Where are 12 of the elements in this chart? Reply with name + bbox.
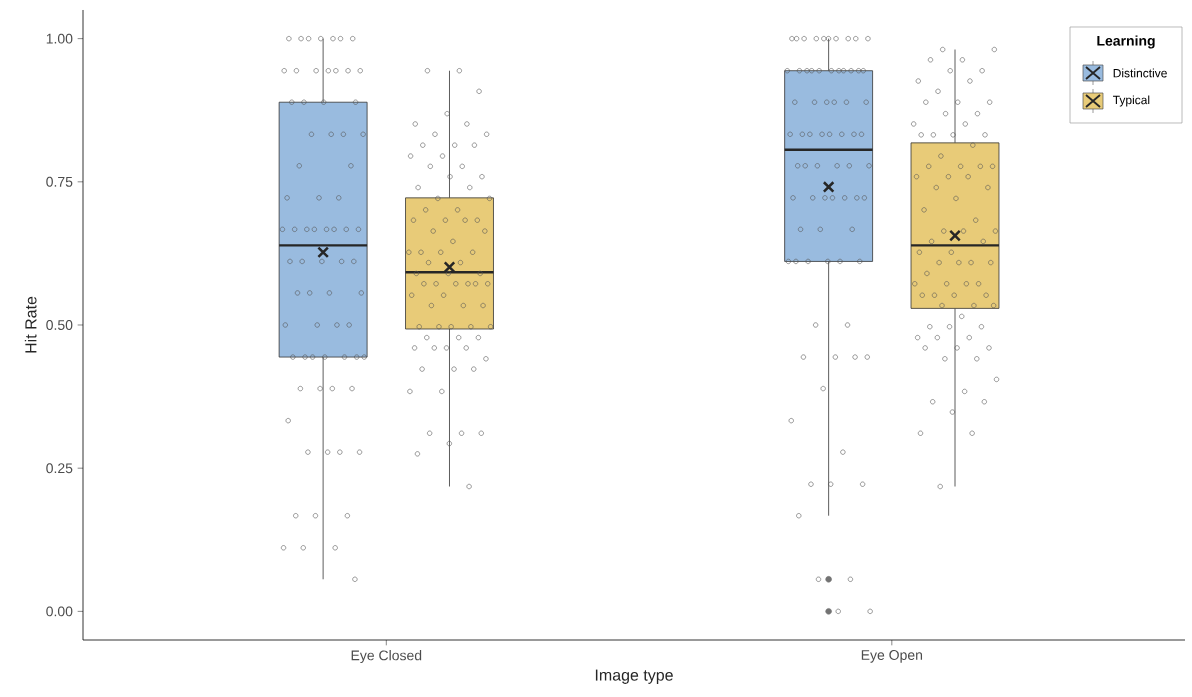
legend-label: Distinctive: [1113, 68, 1167, 78]
y-axis-title: Hit Rate: [24, 296, 37, 353]
y-tick-label: 0.00: [46, 606, 73, 617]
x-tick-label: Eye Closed: [351, 650, 422, 664]
legend-label: Typical: [1112, 95, 1150, 107]
x-tick-label: Eye Open: [861, 650, 923, 663]
legend-title: Learning: [1097, 35, 1155, 49]
y-tick-label: 1.00: [46, 33, 73, 44]
y-tick-label: 0.50: [46, 320, 73, 330]
y-tick-label: 0.25: [46, 463, 73, 474]
y-tick-label: 0.75: [46, 176, 73, 187]
x-axis-title: Image type: [595, 669, 673, 684]
